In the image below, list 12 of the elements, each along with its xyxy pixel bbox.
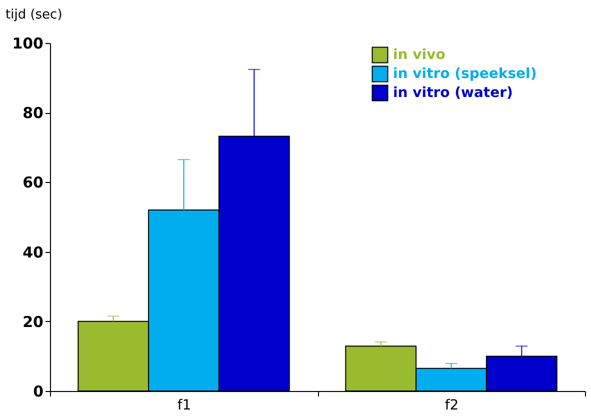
legend-label: in vitro (water) (393, 85, 513, 101)
y-tick-label: 100 (12, 34, 44, 52)
y-axis-title: tijd (sec) (6, 8, 62, 22)
legend-label: in vitro (speeksel) (393, 66, 537, 82)
y-tick-label: 80 (22, 104, 44, 122)
y-tick-label: 0 (33, 382, 44, 400)
y-tick-label: 40 (22, 243, 44, 262)
y-tick-label: 60 (22, 174, 44, 192)
x-tick-label: f1 (177, 398, 192, 414)
x-tick-label: f2 (444, 398, 459, 414)
legend-label: in vivo (393, 47, 446, 63)
y-tick-label: 20 (22, 312, 44, 331)
